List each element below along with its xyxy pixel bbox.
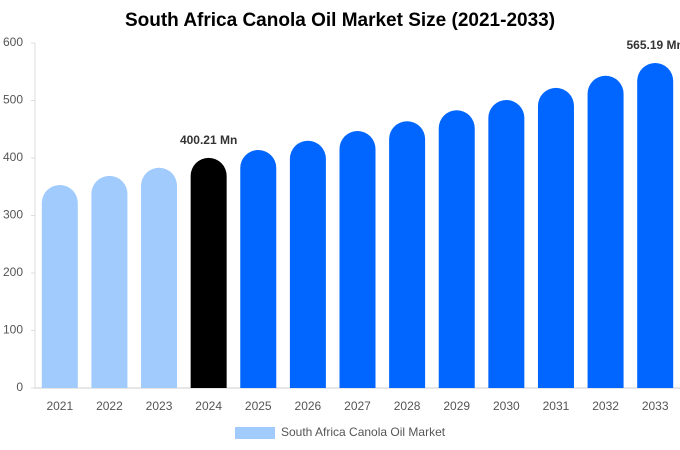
bar: [587, 75, 624, 388]
x-tick-label: 2024: [195, 399, 222, 413]
bar: [289, 140, 326, 388]
legend-swatch: [235, 427, 275, 439]
y-tick-label: 500: [3, 93, 23, 107]
y-tick-label: 100: [3, 323, 23, 337]
y-tick-label: 300: [3, 208, 23, 222]
legend-label: South Africa Canola Oil Market: [281, 425, 446, 439]
x-tick-label: 2027: [344, 399, 371, 413]
chart-title: South Africa Canola Oil Market Size (202…: [125, 10, 555, 31]
x-tick-label: 2029: [443, 399, 470, 413]
bar: [141, 167, 178, 388]
bar: [41, 185, 78, 388]
bar: [240, 149, 277, 388]
data-label: 400.21 Mn: [180, 133, 237, 147]
bar: [339, 130, 376, 388]
y-tick-label: 0: [16, 380, 23, 394]
y-tick-label: 600: [3, 35, 23, 49]
y-tick-label: 200: [3, 265, 23, 279]
bar: [190, 157, 227, 388]
y-tick-label: 400: [3, 150, 23, 164]
x-tick-label: 2025: [245, 399, 272, 413]
x-tick-label: 2032: [592, 399, 619, 413]
x-tick-label: 2031: [543, 399, 570, 413]
x-tick-label: 2023: [146, 399, 173, 413]
bar: [537, 87, 574, 388]
x-tick-label: 2022: [96, 399, 123, 413]
bar: [488, 99, 525, 388]
bar: [438, 110, 475, 388]
data-label: 565.19 Mn: [627, 38, 680, 52]
x-tick-label: 2026: [295, 399, 322, 413]
bar: [91, 175, 128, 388]
bar: [389, 121, 426, 388]
x-tick-label: 2030: [493, 399, 520, 413]
x-tick-label: 2033: [642, 399, 669, 413]
x-tick-label: 2021: [46, 399, 73, 413]
bar: [637, 63, 674, 389]
x-tick-label: 2028: [394, 399, 421, 413]
